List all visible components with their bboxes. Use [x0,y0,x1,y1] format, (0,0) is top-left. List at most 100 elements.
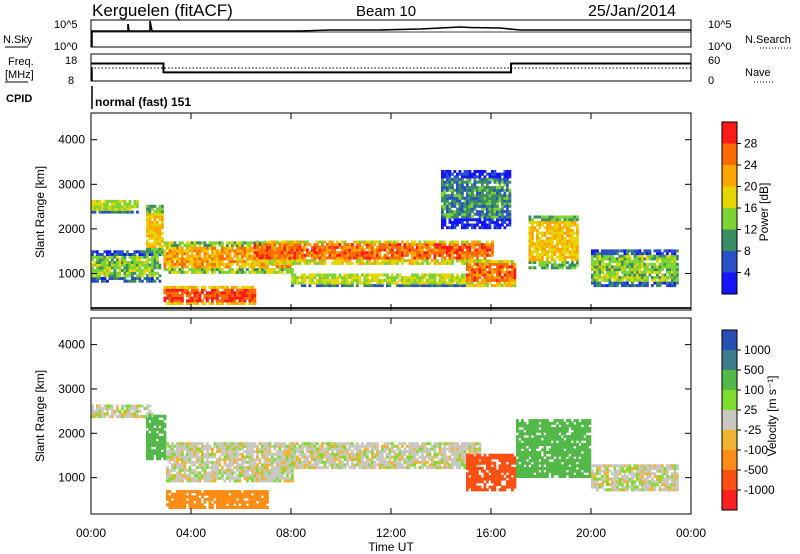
velocity-cell [211,463,214,467]
power-cell [198,252,202,256]
power-cell [301,245,304,249]
power-cell [313,273,317,277]
power-cell [288,248,292,252]
power-cell [213,288,217,292]
power-cell [158,247,162,251]
power-cell [146,247,149,251]
power-cell [281,248,284,252]
velocity-cell [211,471,214,475]
power-cell [456,223,459,227]
power-cell [441,170,444,173]
power-cell [471,172,474,176]
power-cell [466,204,469,208]
power-cell [463,261,467,265]
power-cell [568,239,572,243]
power-cell [416,248,419,252]
velocity-cell [206,455,209,459]
power-cell [481,196,484,200]
power-cell [146,218,149,222]
power-cell [166,241,169,245]
power-cell [158,212,162,216]
power-cell [196,257,199,261]
power-cell [458,276,462,280]
power-cell [458,278,462,282]
power-cell [186,299,189,303]
velocity-cell [146,430,149,434]
power-cell [273,246,277,250]
power-cell [271,251,274,255]
power-cell [288,268,292,272]
power-cell [466,265,469,269]
power-cell [296,276,299,280]
power-cell [451,172,454,176]
power-cell [676,278,679,282]
power-cell [601,254,604,258]
power-cell [288,253,292,257]
power-cell [181,265,184,269]
power-cell [628,262,632,266]
power-cell [101,263,104,267]
power-cell [138,279,142,283]
velocity-cell [181,474,184,478]
power-cell [611,273,614,277]
power-cell [638,262,642,266]
velocity-cell [213,444,217,448]
velocity-cell [256,452,259,456]
power-cell [411,243,414,247]
power-cell [551,218,554,222]
power-cell [116,202,119,206]
power-cell [536,228,539,232]
power-cell [468,175,472,179]
power-cell [146,234,149,238]
power-cell [358,261,362,265]
power-cell [503,175,507,179]
power-cell [498,284,502,288]
power-cell [158,204,162,208]
power-cell [598,270,602,274]
power-cell [161,210,164,214]
velocity-cell [203,492,207,496]
velocity-cell [146,417,149,421]
power-cell [451,248,454,252]
power-cell [336,259,339,263]
power-cell [253,253,257,257]
power-cell [661,252,664,256]
power-cell [538,255,542,259]
velocity-cell [258,490,262,494]
power-cell [436,243,439,247]
power-cell [486,210,489,214]
power-cell [481,270,484,274]
power-cell [318,273,322,277]
power-cell [118,274,122,278]
power-cell [231,241,234,245]
power-cell [443,215,447,219]
power-cell [448,273,452,277]
power-cell [638,276,642,280]
power-cell [501,276,504,280]
velocity-cell [101,412,104,416]
power-cell [503,188,507,192]
power-cell [213,252,217,256]
velocity-cell [221,495,224,499]
velocity-cell [193,452,197,456]
power-cell [481,170,484,173]
power-cell [648,254,652,258]
power-cell [478,261,482,265]
power-cell [493,172,497,176]
velocity-cell [228,500,232,504]
power-cell [378,240,382,244]
velocity-cell [291,479,294,483]
power-cell [161,250,164,254]
power-cell [446,281,449,285]
power-cell [626,265,629,269]
power-cell [101,277,104,280]
power-cell [458,202,462,206]
power-cell [601,262,604,266]
power-cell [623,252,627,256]
velocity-cell [266,442,269,446]
power-cell [643,265,647,269]
power-cell [373,273,377,277]
velocity-region [291,442,482,470]
velocity-cell [168,458,172,462]
velocity-cell [148,417,152,421]
